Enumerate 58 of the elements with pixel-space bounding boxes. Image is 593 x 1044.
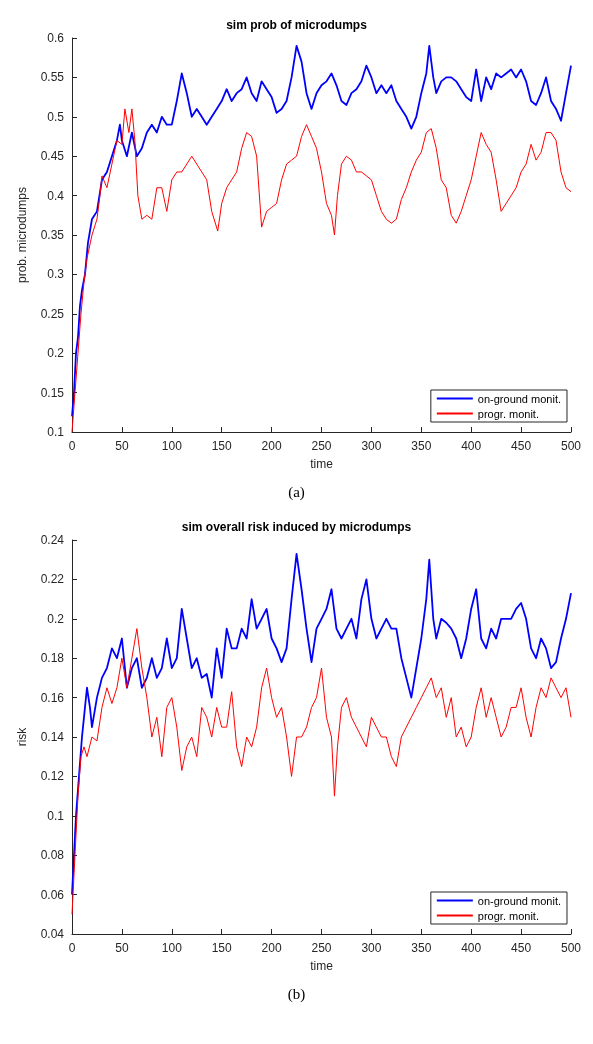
x-tick-label: 450 — [511, 941, 532, 955]
x-axis-title: time — [310, 457, 334, 471]
x-tick-label: 200 — [261, 439, 282, 453]
y-axis-title: prob. microdumps — [15, 186, 29, 284]
y-tick-label: 0.3 — [47, 267, 65, 282]
legend-label: progr. monit. — [477, 407, 539, 420]
legend-label: on-ground monit. — [477, 894, 562, 907]
x-tick-label: 50 — [115, 941, 129, 955]
x-tick-label: 150 — [211, 439, 233, 453]
y-tick-label: 0.55 — [40, 70, 65, 85]
legend-label: progr. monit. — [477, 909, 539, 922]
y-tick-label: 0.22 — [40, 572, 65, 587]
x-tick-label: 500 — [560, 941, 582, 955]
y-tick-label: 0.14 — [40, 730, 65, 744]
y-tick-label: 0.06 — [40, 887, 65, 902]
y-tick-label: 0.12 — [40, 769, 65, 784]
x-tick-label: 300 — [361, 941, 382, 955]
x-tick-label: 350 — [411, 439, 432, 453]
chart-title: sim prob of microdumps — [226, 18, 368, 32]
y-tick-label: 0.15 — [40, 385, 65, 400]
y-tick-label: 0.45 — [40, 149, 65, 164]
x-tick-label: 0 — [68, 439, 76, 453]
x-tick-label: 250 — [311, 941, 332, 955]
x-axis-title: time — [310, 959, 334, 973]
y-tick-label: 0.1 — [47, 808, 65, 823]
line-series — [71, 44, 572, 418]
x-tick-label: 300 — [361, 439, 382, 453]
x-tick-label: 350 — [411, 941, 432, 955]
text: (b) — [286, 986, 307, 1004]
text: (a) — [287, 484, 306, 502]
y-tick-label: 0.6 — [47, 31, 65, 45]
y-tick-label: 0.16 — [40, 690, 65, 705]
x-tick-label: 100 — [161, 941, 183, 955]
y-tick-label: 0.18 — [40, 651, 65, 666]
y-tick-label: 0.35 — [40, 228, 65, 242]
legend-label: on-ground monit. — [477, 392, 562, 405]
x-tick-label: 50 — [115, 439, 129, 453]
y-tick-label: 0.2 — [47, 611, 65, 626]
y-tick-label: 0.5 — [47, 109, 65, 124]
y-tick-label: 0.04 — [40, 927, 65, 941]
x-tick-label: 500 — [560, 439, 582, 453]
y-tick-label: 0.4 — [47, 188, 65, 203]
chart-title: sim overall risk induced by microdumps — [181, 520, 412, 534]
y-tick-label: 0.2 — [47, 346, 65, 361]
y-tick-label: 0.25 — [40, 306, 65, 321]
x-tick-label: 400 — [461, 941, 482, 955]
y-tick-label: 0.1 — [47, 425, 65, 439]
y-tick-label: 0.24 — [40, 533, 65, 547]
y-axis-title: risk — [15, 726, 29, 747]
y-tick-label: 0.08 — [40, 848, 65, 863]
x-tick-label: 400 — [461, 439, 482, 453]
x-tick-label: 250 — [311, 439, 332, 453]
line-series — [71, 552, 572, 896]
x-tick-label: 200 — [261, 941, 282, 955]
x-tick-label: 150 — [211, 941, 233, 955]
x-tick-label: 0 — [68, 941, 76, 955]
x-tick-label: 100 — [161, 439, 183, 453]
x-tick-label: 450 — [511, 439, 532, 453]
